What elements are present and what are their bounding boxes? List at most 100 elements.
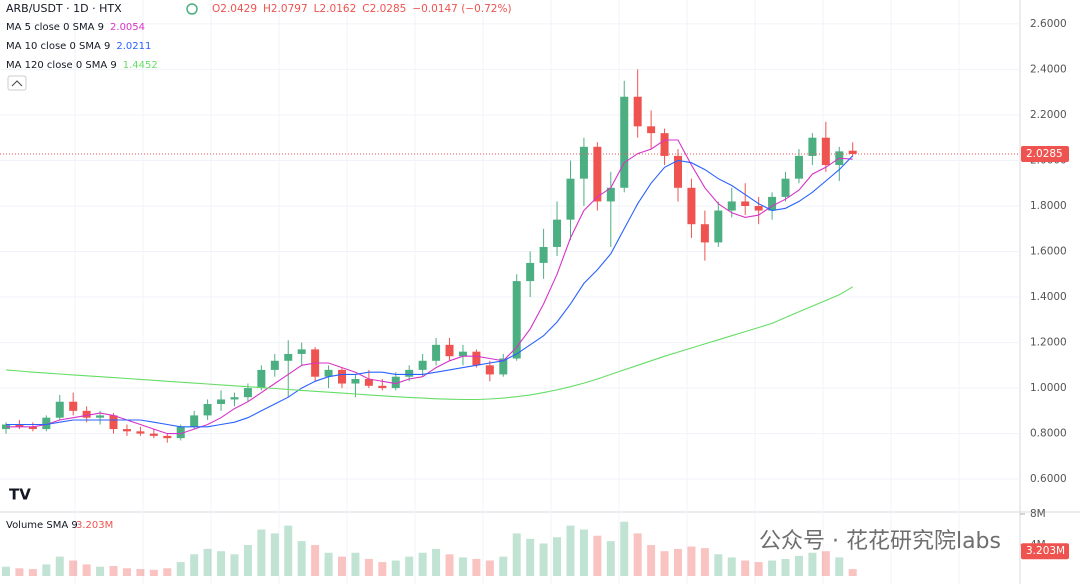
volume-bar [351, 552, 360, 577]
candle-body [606, 187, 615, 202]
ma-line [6, 139, 853, 435]
collapse-button[interactable] [7, 75, 27, 91]
y-tick-label: 0.8000 [1030, 428, 1067, 440]
volume-bar [526, 538, 535, 577]
legend-label: MA 5 close 0 SMA 9 [6, 22, 104, 33]
candle-body [687, 187, 696, 225]
volume-bar [647, 545, 656, 577]
volume-bar [217, 551, 226, 577]
volume-bar [485, 560, 494, 577]
volume-bar [835, 557, 844, 577]
candle-body [136, 431, 145, 434]
candle-body [727, 201, 736, 211]
volume-bar [499, 556, 508, 577]
volume-bar [82, 564, 91, 577]
candle-body [499, 358, 508, 375]
candle-body [324, 369, 333, 377]
quote-label: −0.0147 (−0.72%) [412, 3, 511, 15]
volume-bar [257, 529, 266, 577]
volume-bar [270, 533, 279, 577]
candle-body [176, 426, 185, 439]
volume-bar [794, 555, 803, 577]
candle-body [351, 378, 360, 384]
volume-bar [579, 529, 588, 577]
volume-bar [700, 548, 709, 577]
volume-bar [163, 568, 172, 577]
candle-body [69, 401, 78, 411]
volume-bar [660, 551, 669, 577]
volume-bar [741, 560, 750, 577]
volume-bar [781, 558, 790, 577]
candle-body [620, 96, 629, 188]
candle-body [203, 404, 212, 416]
y-tick-label: 1.8000 [1030, 200, 1067, 212]
candle-body [472, 351, 481, 366]
candle-body [539, 246, 548, 263]
volume-title: Volume SMA 9 [6, 520, 78, 531]
volume-bar [324, 552, 333, 577]
candle-body [418, 360, 427, 370]
candle-body [109, 415, 118, 430]
symbol-title: ARB/USDT · 1D · HTX [6, 2, 122, 15]
y-tick-label: 1.6000 [1030, 246, 1067, 258]
candle-body [553, 219, 562, 247]
candle-body [647, 126, 656, 134]
volume-bar [364, 558, 373, 577]
candle-body [512, 281, 521, 359]
volume-bar [620, 521, 629, 577]
candle-body [230, 397, 239, 400]
volume-bar [687, 546, 696, 577]
collapse-icon [11, 80, 23, 87]
candle-body [741, 201, 750, 206]
volume-bar [727, 557, 736, 577]
candle-body [485, 365, 494, 375]
candle-body [15, 424, 24, 427]
legend-value: 2.0211 [116, 41, 151, 52]
quote-label: O2.0429 [212, 3, 257, 15]
volume-bar [539, 543, 548, 577]
volume-bar [55, 556, 64, 577]
quote-label: C2.0285 [362, 3, 406, 15]
volume-bar [808, 552, 817, 577]
y-tick-label: 2.2000 [1030, 109, 1067, 121]
legend-value: 1.4452 [123, 60, 158, 71]
plot [2, 69, 857, 577]
candle-body [217, 399, 226, 405]
y-tick-label: 2.6000 [1030, 18, 1067, 30]
candle-body [808, 137, 817, 156]
volume-bar [391, 560, 400, 577]
y-tick-label: 1.0000 [1030, 382, 1067, 394]
candle-body [566, 178, 575, 220]
candle-body [378, 385, 387, 389]
status-dot [186, 3, 198, 15]
volume-bar [15, 568, 24, 577]
volume-bar [284, 525, 293, 577]
volume-bar [633, 533, 642, 577]
volume-bar [405, 556, 414, 577]
volume-bar [378, 562, 387, 577]
candle-body [821, 137, 830, 166]
y-tick-label: 1.2000 [1030, 337, 1067, 349]
last-price-box [1021, 145, 1069, 162]
candle-body [633, 96, 642, 127]
candle-body [714, 210, 723, 243]
volume-bar [230, 554, 239, 577]
quote-label: H2.0797 [263, 3, 308, 15]
volume-tick-label: 8M [1030, 508, 1046, 520]
volume-bar [848, 569, 857, 577]
legend-label: MA 120 close 0 SMA 9 [6, 60, 117, 71]
volume-bar [458, 557, 467, 577]
volume-bar [122, 568, 131, 577]
candle-body [754, 205, 763, 211]
candle-body [364, 378, 373, 386]
volume-bar [768, 560, 777, 577]
volume-sma-value: 3.203M [76, 520, 113, 531]
candle-body [445, 344, 454, 357]
volume-bar [512, 533, 521, 577]
volume-bar [754, 562, 763, 577]
volume-bar [176, 562, 185, 577]
candle-body [42, 417, 51, 430]
candle-body [781, 178, 790, 197]
